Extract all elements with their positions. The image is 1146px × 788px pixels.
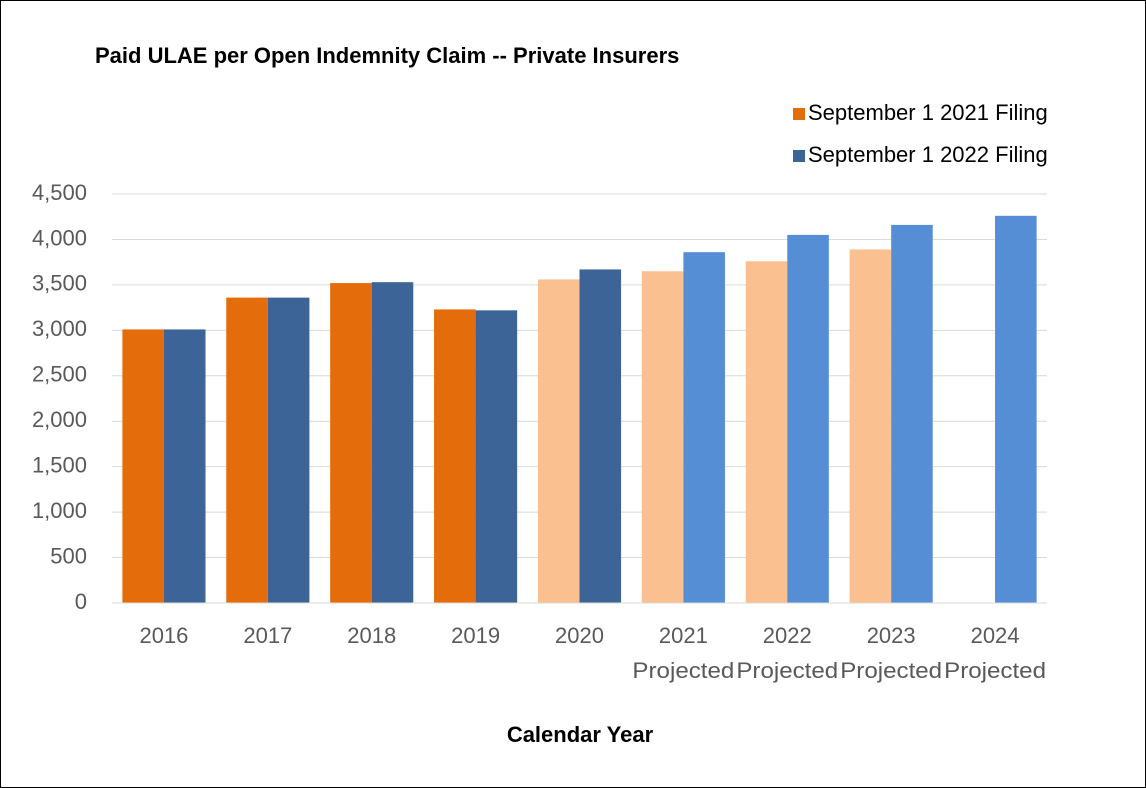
y-tick-label: 1,500	[32, 452, 87, 477]
y-tick-label: 2,000	[32, 407, 87, 432]
y-tick-label: 4,500	[32, 180, 87, 205]
bar	[745, 261, 788, 603]
bar	[267, 297, 310, 603]
x-tick-label: Projected	[944, 658, 1046, 683]
chart-title: Paid ULAE per Open Indemnity Claim -- Pr…	[95, 43, 679, 68]
bar	[371, 282, 414, 603]
bar	[537, 279, 580, 603]
y-tick-label: 1,000	[32, 498, 87, 523]
bar	[641, 271, 684, 603]
legend-swatch	[793, 150, 805, 162]
x-tick-label: Projected	[632, 658, 734, 683]
x-tick-label: 2019	[451, 623, 500, 648]
bar	[163, 329, 206, 603]
bar	[579, 269, 622, 603]
y-tick-label: 0	[75, 589, 87, 614]
x-tick-label: Projected	[736, 658, 838, 683]
bar	[475, 310, 518, 603]
bar	[787, 234, 829, 603]
x-tick-label: 2022	[763, 623, 812, 648]
legend-label: September 1 2022 Filing	[808, 142, 1048, 167]
x-tick-label: 2020	[555, 623, 604, 648]
x-axis-title: Calendar Year	[507, 722, 654, 747]
bar	[434, 309, 476, 603]
x-tick-label: 2023	[867, 623, 916, 648]
x-tick-label: 2021	[659, 623, 708, 648]
bar	[849, 249, 892, 604]
bar	[330, 283, 372, 603]
y-tick-label: 3,000	[32, 316, 87, 341]
x-tick-label: 2016	[139, 623, 188, 648]
bar	[891, 224, 933, 603]
y-tick-label: 2,500	[32, 362, 87, 387]
legend-label: September 1 2021 Filing	[808, 100, 1048, 125]
bar	[995, 215, 1037, 603]
x-tick-label: Projected	[840, 658, 942, 683]
x-tick-label: 2017	[243, 623, 292, 648]
y-tick-label: 500	[50, 543, 87, 568]
legend-swatch	[793, 108, 805, 120]
x-tick-label: 2024	[971, 623, 1020, 648]
bar	[122, 329, 164, 603]
y-tick-label: 3,500	[32, 271, 87, 296]
bar	[226, 297, 268, 603]
bar	[683, 252, 725, 603]
y-tick-label: 4,000	[32, 225, 87, 250]
x-tick-label: 2018	[347, 623, 396, 648]
